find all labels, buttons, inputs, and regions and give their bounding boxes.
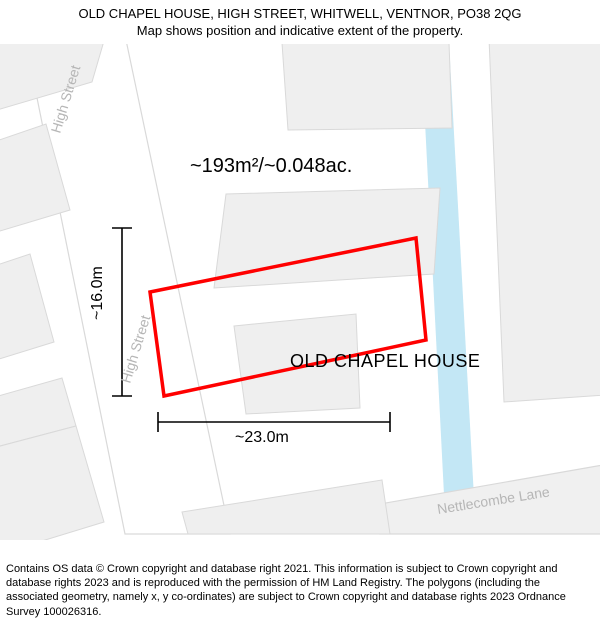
building (280, 44, 452, 130)
width-label: ~23.0m (235, 429, 289, 446)
map-viewport: ~193m²/~0.048ac. OLD CHAPEL HOUSE ~23.0m ~1… (0, 44, 600, 540)
area-label: ~193m²/~0.048ac. (190, 155, 352, 177)
attribution-footer: Contains OS data © Crown copyright and d… (6, 562, 594, 619)
page-title: OLD CHAPEL HOUSE, HIGH STREET, WHITWELL,… (0, 6, 600, 21)
page-subtitle: Map shows position and indicative extent… (0, 23, 600, 38)
property-label: OLD CHAPEL HOUSE (290, 351, 480, 371)
building (488, 44, 600, 402)
map-svg: ~193m²/~0.048ac. OLD CHAPEL HOUSE ~23.0m ~1… (0, 44, 600, 540)
header: OLD CHAPEL HOUSE, HIGH STREET, WHITWELL,… (0, 0, 600, 38)
height-label: ~16.0m (89, 266, 106, 320)
